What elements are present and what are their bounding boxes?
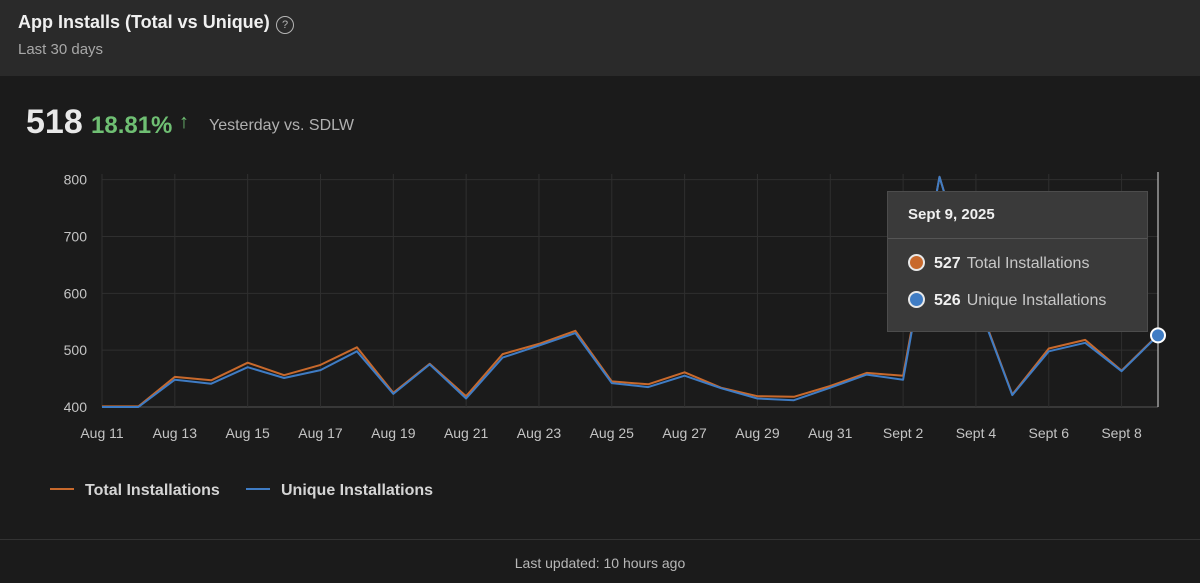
- y-tick-label: 600: [64, 285, 88, 301]
- x-tick-label: Aug 23: [517, 425, 562, 441]
- y-tick-label: 700: [64, 229, 88, 245]
- x-tick-label: Aug 25: [590, 425, 635, 441]
- x-tick-label: Aug 31: [808, 425, 853, 441]
- x-tick-label: Aug 17: [298, 425, 343, 441]
- x-tick-label: Sept 4: [956, 425, 997, 441]
- kpi-value: 518: [26, 103, 83, 141]
- arrow-up-icon: ↑: [179, 111, 189, 133]
- last-updated-text: Last updated: 10 hours ago: [514, 555, 686, 571]
- x-tick-label: Sept 2: [883, 425, 924, 441]
- tooltip-value-total: 527: [934, 255, 961, 272]
- tooltip-marker-total: [908, 254, 925, 271]
- legend-label-unique: Unique Installations: [281, 482, 434, 499]
- tooltip-label-unique: Unique Installations: [966, 292, 1107, 309]
- x-tick-label: Sept 8: [1101, 425, 1142, 441]
- x-tick-label: Aug 11: [80, 425, 124, 441]
- legend-swatch-total: [50, 488, 74, 490]
- legend-label-total: Total Installations: [85, 482, 220, 499]
- tooltip-marker-unique: [908, 291, 925, 308]
- legend-item-unique[interactable]: Unique Installations: [246, 482, 433, 500]
- tooltip-date: Sept 9, 2025: [908, 206, 995, 223]
- kpi-change-percent: 18.81%: [91, 112, 173, 139]
- tooltip-label-total: Total Installations: [966, 255, 1090, 272]
- kpi-comparison-caption: Yesterday vs. SDLW: [209, 117, 354, 134]
- x-tick-label: Sept 6: [1029, 425, 1070, 441]
- card-subtitle: Last 30 days: [18, 41, 104, 58]
- x-tick-label: Aug 15: [225, 425, 270, 441]
- footer-divider: [0, 539, 1200, 540]
- legend-item-total[interactable]: Total Installations: [50, 482, 220, 500]
- highlight-point-marker: [1150, 327, 1166, 344]
- card-header: App Installs (Total vs Unique) ? Last 30…: [0, 0, 1200, 76]
- tooltip-value-unique: 526: [934, 292, 961, 309]
- x-tick-label: Aug 21: [444, 425, 489, 441]
- tooltip-divider: [888, 238, 1147, 239]
- question-circle-icon[interactable]: ?: [276, 16, 294, 34]
- x-tick-label: Aug 19: [371, 425, 416, 441]
- card-title: App Installs (Total vs Unique): [18, 12, 270, 32]
- x-tick-label: Aug 13: [153, 425, 198, 441]
- x-tick-label: Aug 29: [735, 425, 780, 441]
- legend-swatch-unique: [246, 488, 270, 490]
- tooltip-row-unique: 526 Unique Installations: [908, 291, 1106, 311]
- chart-tooltip: Sept 9, 2025 527 Total Installations 526 U…: [887, 191, 1148, 332]
- y-tick-label: 800: [64, 172, 88, 188]
- y-tick-label: 400: [64, 399, 88, 415]
- x-tick-label: Aug 27: [662, 425, 707, 441]
- y-tick-label: 500: [64, 342, 88, 358]
- tooltip-row-total: 527 Total Installations: [908, 254, 1089, 274]
